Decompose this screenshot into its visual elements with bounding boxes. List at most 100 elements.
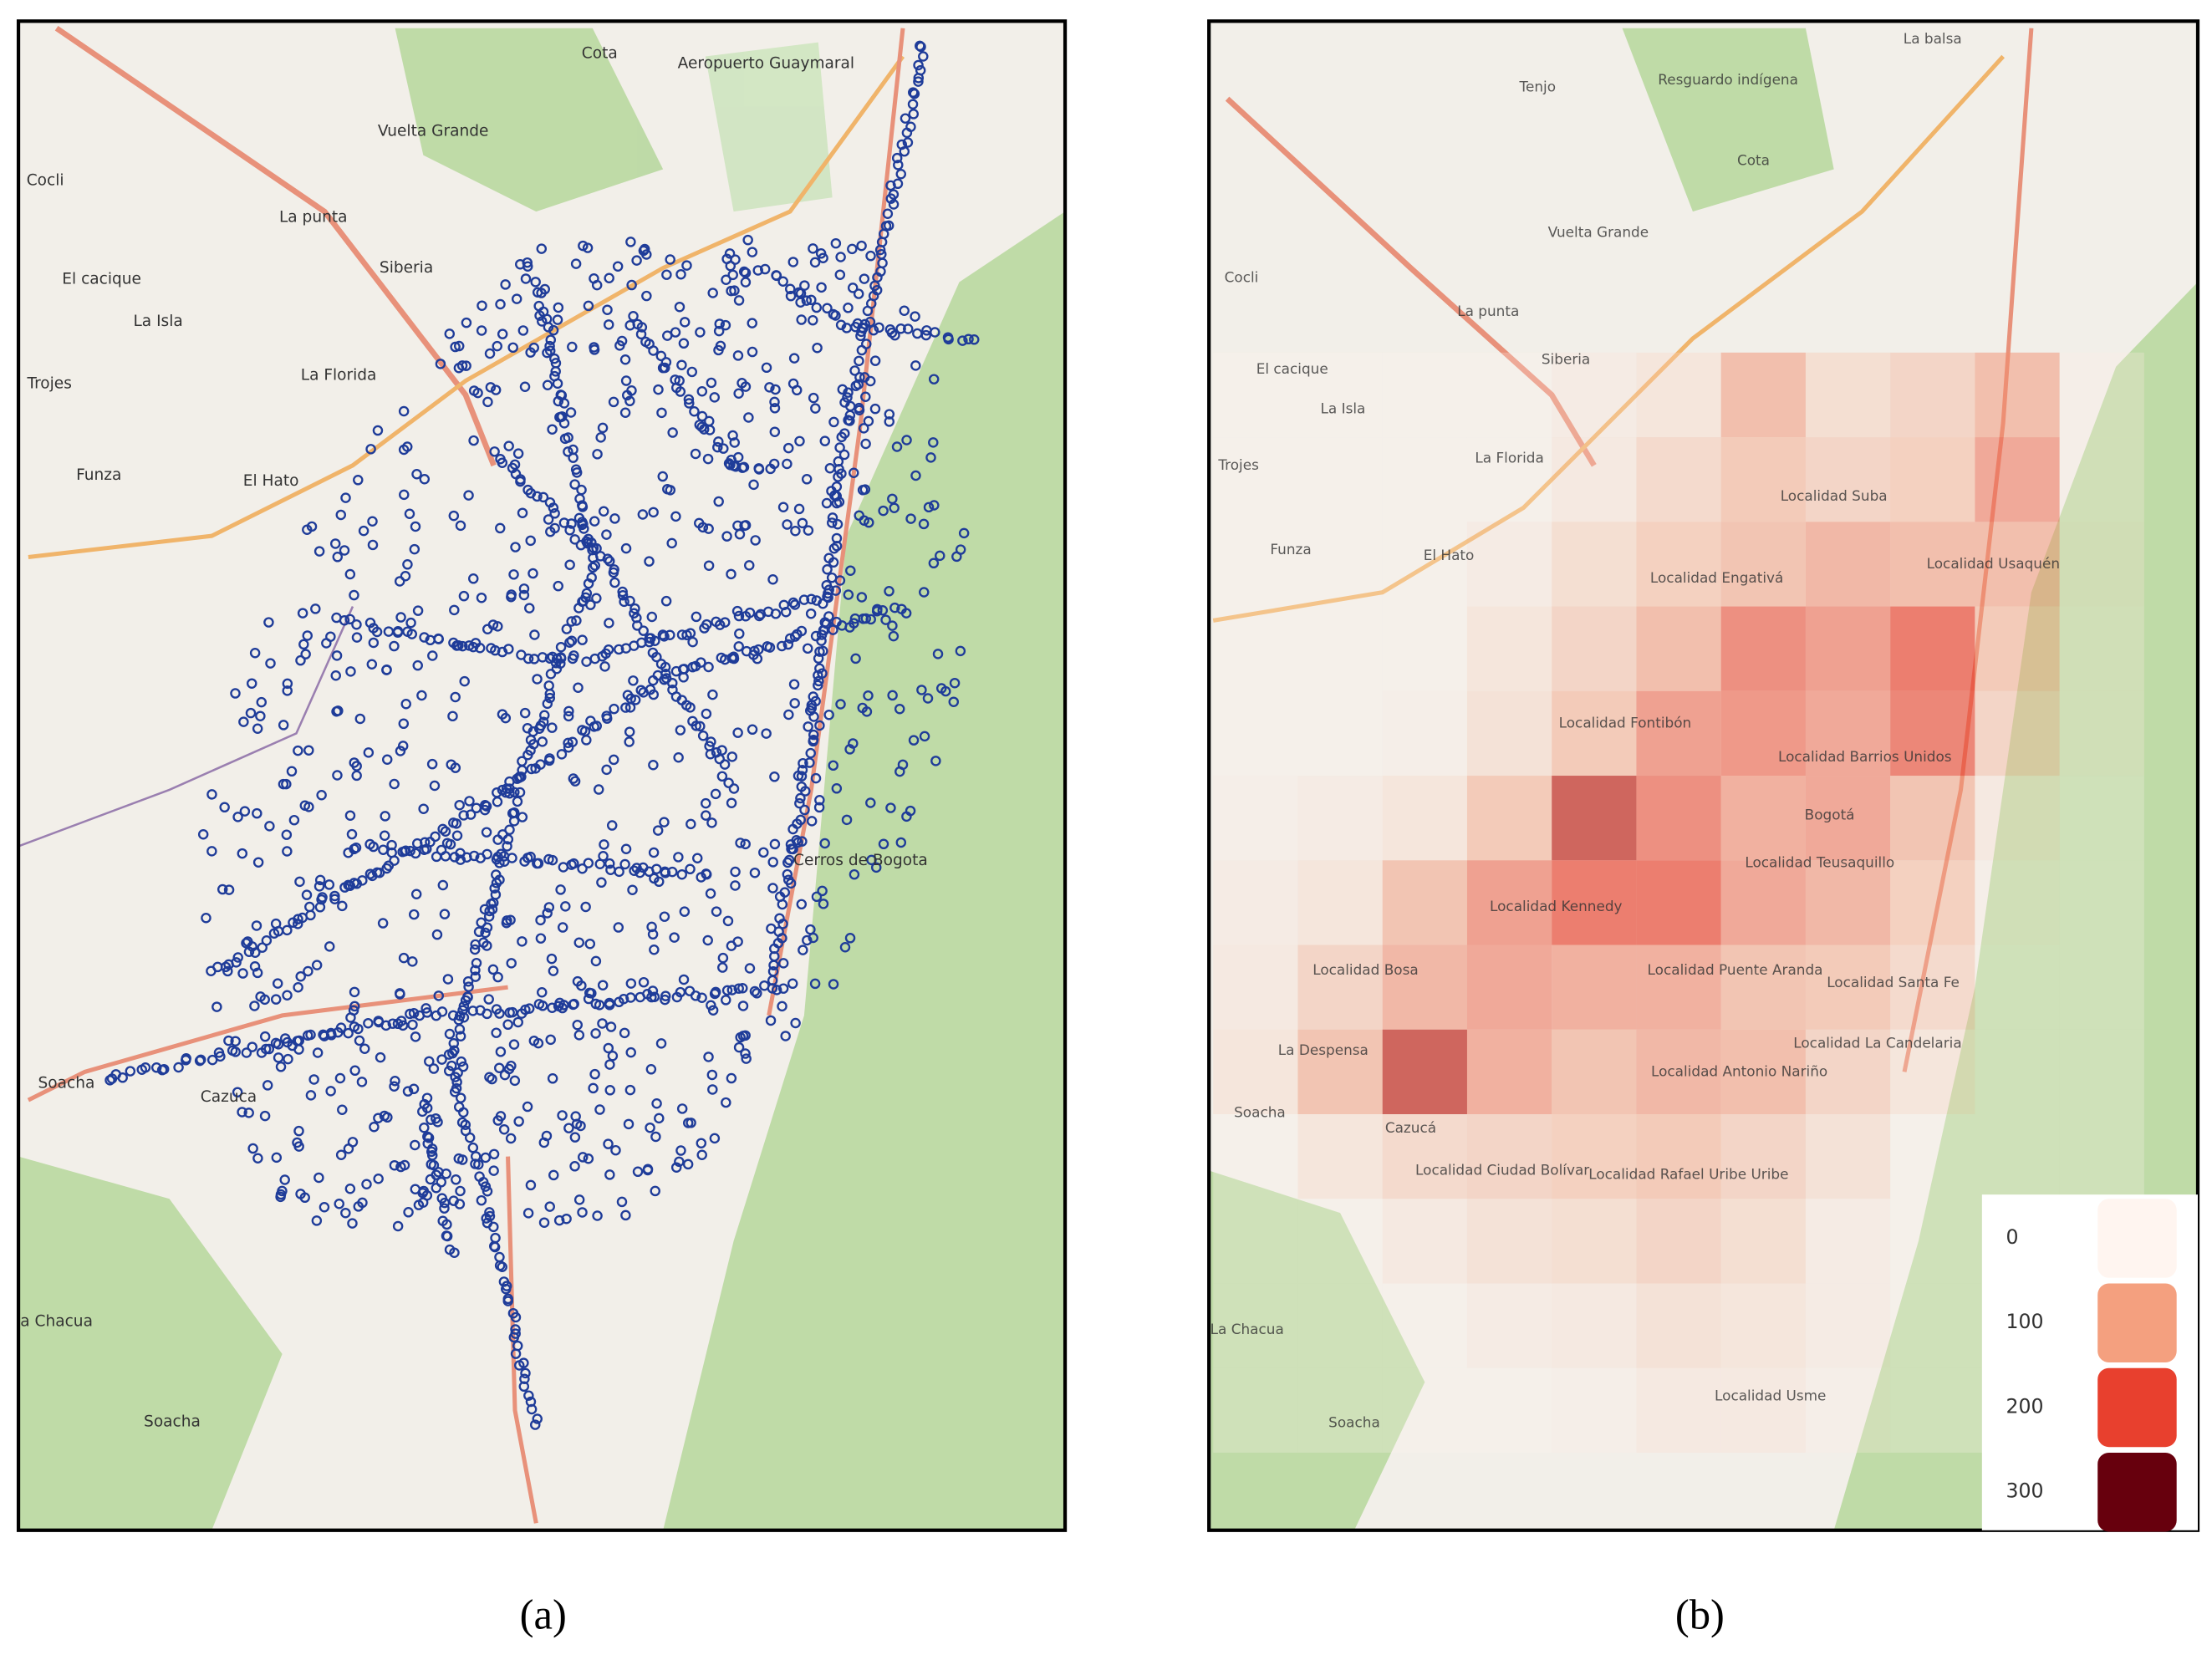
point xyxy=(436,1006,448,1017)
point xyxy=(576,980,587,991)
heat-cell xyxy=(1213,1029,1298,1114)
point xyxy=(564,525,575,536)
point xyxy=(580,901,591,913)
point xyxy=(392,626,404,637)
point xyxy=(539,710,550,721)
heat-cell xyxy=(1890,1113,1975,1199)
place-label: Vuelta Grande xyxy=(1548,223,1649,240)
heat-cell xyxy=(1805,522,1891,607)
point xyxy=(605,1021,617,1032)
point xyxy=(495,298,506,310)
point xyxy=(340,492,351,503)
point xyxy=(647,985,659,996)
point xyxy=(665,254,675,265)
point xyxy=(525,1179,537,1191)
point xyxy=(798,757,808,769)
point xyxy=(856,344,868,356)
point xyxy=(650,1131,661,1143)
point xyxy=(427,650,438,661)
place-label: Tenjo xyxy=(1519,79,1556,95)
point xyxy=(606,820,618,831)
point xyxy=(856,240,867,252)
point xyxy=(230,1046,241,1057)
point xyxy=(612,261,624,272)
point xyxy=(358,525,370,537)
point xyxy=(817,668,828,679)
point xyxy=(665,629,675,641)
point xyxy=(749,985,761,997)
point xyxy=(566,518,577,529)
point xyxy=(624,320,635,331)
point xyxy=(522,1101,533,1113)
point xyxy=(492,834,503,845)
point xyxy=(259,1031,271,1042)
point xyxy=(650,635,660,647)
heat-cell xyxy=(1382,437,1467,522)
point xyxy=(732,451,744,463)
heat-cell xyxy=(1297,860,1383,945)
point xyxy=(282,990,293,1001)
point xyxy=(389,1159,400,1171)
point xyxy=(573,682,584,693)
point xyxy=(686,818,696,830)
point xyxy=(578,240,589,252)
point xyxy=(547,722,558,733)
point xyxy=(922,693,934,704)
point xyxy=(842,392,853,403)
point xyxy=(628,675,639,686)
point xyxy=(382,1112,393,1123)
point xyxy=(395,1161,406,1173)
heat-cell xyxy=(1805,1283,1891,1368)
point xyxy=(892,178,904,190)
point xyxy=(249,648,261,659)
point xyxy=(777,919,788,929)
point xyxy=(426,1158,436,1170)
point xyxy=(514,787,526,798)
point xyxy=(421,1092,433,1103)
heat-cell xyxy=(1805,437,1891,522)
point xyxy=(932,649,944,659)
point xyxy=(616,1196,628,1208)
point xyxy=(721,274,731,285)
point xyxy=(520,273,532,284)
green-areas xyxy=(18,28,1066,1530)
point xyxy=(624,726,635,737)
heat-cell xyxy=(1890,690,1975,777)
point xyxy=(870,862,882,873)
point xyxy=(920,329,932,341)
point xyxy=(440,826,451,837)
point xyxy=(569,479,580,490)
point xyxy=(629,603,640,614)
point xyxy=(368,841,379,853)
point xyxy=(676,869,687,880)
point xyxy=(619,1027,630,1039)
point xyxy=(275,1189,287,1200)
point xyxy=(212,1001,222,1012)
point xyxy=(547,854,558,866)
point xyxy=(736,378,747,389)
point xyxy=(298,639,309,650)
point xyxy=(458,1001,470,1011)
point xyxy=(335,509,347,521)
heat-cell xyxy=(1636,776,1721,861)
point xyxy=(681,260,692,271)
point xyxy=(805,608,817,619)
point xyxy=(593,784,604,795)
point xyxy=(601,529,612,540)
point xyxy=(735,838,746,848)
point xyxy=(481,827,492,838)
point xyxy=(555,884,566,895)
point xyxy=(702,934,713,946)
point xyxy=(319,1201,330,1213)
point xyxy=(591,721,602,731)
point xyxy=(854,510,864,522)
point xyxy=(539,283,551,295)
point xyxy=(748,479,759,491)
point xyxy=(303,965,313,977)
heat-cell xyxy=(1382,1283,1467,1368)
point xyxy=(603,319,614,330)
point xyxy=(674,1156,685,1168)
point xyxy=(670,1162,682,1173)
point xyxy=(490,384,502,395)
